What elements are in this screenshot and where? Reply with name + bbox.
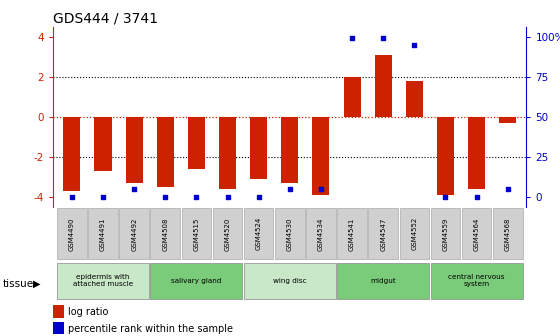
Bar [437,117,454,195]
Bar [88,208,118,259]
Bar [53,305,64,318]
Point [503,186,512,192]
Text: wing disc: wing disc [273,278,307,284]
Point [192,194,201,199]
Bar [151,263,242,299]
Bar [493,208,522,259]
Point [254,194,263,199]
Bar [53,322,64,334]
Text: GSM4552: GSM4552 [412,217,417,250]
Bar [181,208,211,259]
Point [410,42,419,48]
Bar [244,208,273,259]
Text: GSM4547: GSM4547 [380,217,386,251]
Text: central nervous
system: central nervous system [449,275,505,287]
Bar [368,208,398,259]
Text: GSM4530: GSM4530 [287,217,293,251]
Bar [406,81,423,117]
Bar [499,117,516,123]
Bar [219,117,236,189]
Text: GSM4541: GSM4541 [349,217,355,251]
Bar [462,208,491,259]
Bar [157,117,174,187]
Bar [213,208,242,259]
Bar [250,117,267,179]
Bar [312,117,329,195]
Text: GSM4515: GSM4515 [193,217,199,251]
Point [161,194,170,199]
Point [223,194,232,199]
Text: GSM4490: GSM4490 [69,217,75,251]
Bar [306,208,335,259]
Point [130,186,139,192]
Point [316,186,325,192]
Text: GDS444 / 3741: GDS444 / 3741 [53,12,158,26]
Bar [399,208,429,259]
Text: GSM4491: GSM4491 [100,217,106,251]
Bar [57,263,149,299]
Bar [337,208,367,259]
Bar [57,208,87,259]
Text: log ratio: log ratio [68,307,109,318]
Text: GSM4564: GSM4564 [474,217,479,251]
Text: tissue: tissue [3,279,34,289]
Point [67,194,76,199]
Text: GSM4508: GSM4508 [162,217,168,251]
Bar [337,263,429,299]
Text: GSM4559: GSM4559 [442,217,449,251]
Point [285,186,294,192]
Bar [375,55,392,117]
Text: epidermis with
attached muscle: epidermis with attached muscle [73,275,133,287]
Text: ▶: ▶ [32,279,40,289]
Bar [244,263,335,299]
Text: GSM4534: GSM4534 [318,217,324,251]
Bar [343,77,361,117]
Bar [468,117,485,189]
Point [348,36,357,41]
Bar [281,117,298,183]
Text: GSM4520: GSM4520 [225,217,231,251]
Bar [275,208,305,259]
Bar [63,117,81,191]
Point [441,194,450,199]
Bar [119,208,149,259]
Point [472,194,481,199]
Text: GSM4524: GSM4524 [256,217,262,250]
Text: midgut: midgut [370,278,396,284]
Bar [188,117,205,169]
Text: GSM4492: GSM4492 [131,217,137,251]
Bar [95,117,111,171]
Bar [151,208,180,259]
Text: percentile rank within the sample: percentile rank within the sample [68,324,234,334]
Point [99,194,108,199]
Bar [431,263,522,299]
Bar [125,117,143,183]
Bar [431,208,460,259]
Text: GSM4568: GSM4568 [505,217,511,251]
Text: salivary gland: salivary gland [171,278,222,284]
Point [379,36,388,41]
